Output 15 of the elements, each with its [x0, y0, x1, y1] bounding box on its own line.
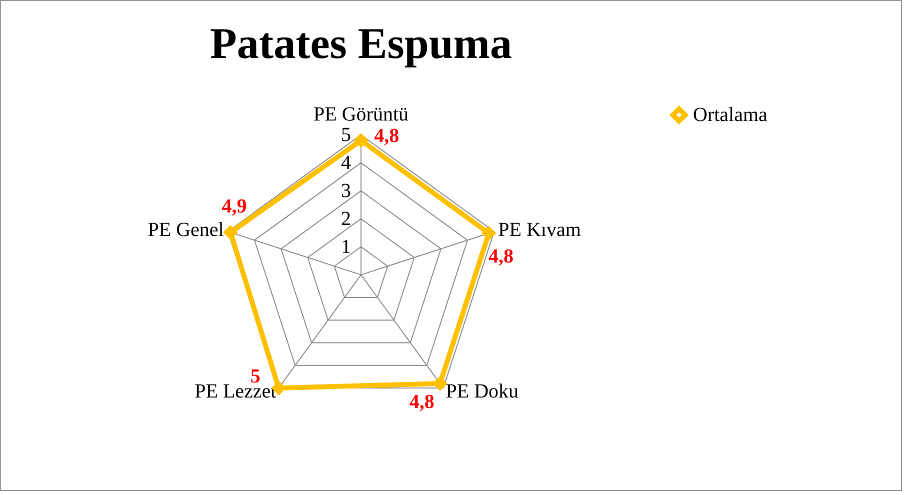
y-tick-label: 5: [341, 124, 351, 146]
y-tick-label: 3: [341, 180, 351, 202]
chart-title: Patates Espuma: [210, 19, 512, 68]
spoke-label: PE Görüntü: [314, 104, 408, 126]
y-tick-label: 1: [341, 236, 351, 258]
spoke-label: PE Kıvam: [498, 219, 582, 242]
data-label: 4,8: [409, 391, 434, 414]
data-label: 4,9: [222, 196, 247, 218]
data-label: 4,8: [374, 124, 400, 147]
spoke-label: PE Doku: [446, 380, 519, 402]
y-tick-label: 2: [341, 208, 351, 230]
spoke-label: PE Genel: [148, 219, 224, 242]
data-label: 4,8: [488, 245, 514, 268]
y-tick-label: 4: [341, 152, 351, 174]
legend-label: Ortalama: [693, 104, 768, 126]
